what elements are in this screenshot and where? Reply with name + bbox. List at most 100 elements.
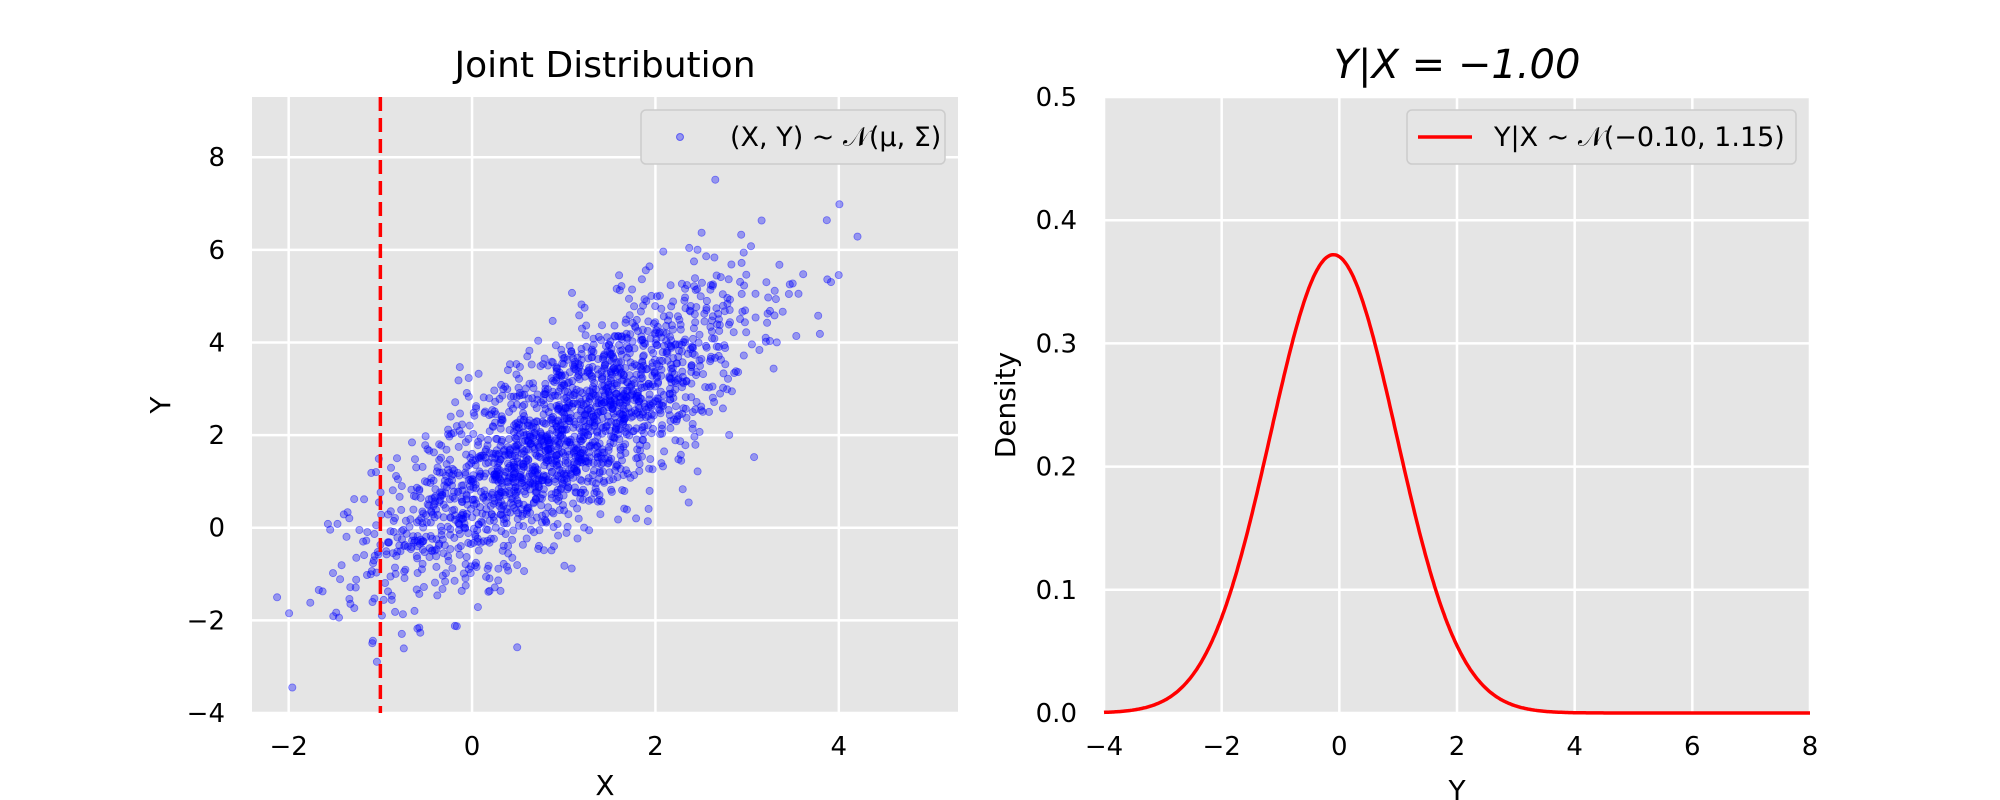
scatter-point <box>537 436 546 445</box>
scatter-point <box>702 306 711 315</box>
scatter-point <box>593 428 602 437</box>
scatter-point <box>576 488 585 497</box>
scatter-point <box>504 450 513 459</box>
scatter-point <box>465 421 474 430</box>
scatter-point <box>360 495 369 504</box>
scatter-point <box>562 414 571 423</box>
scatter-point <box>475 454 484 463</box>
scatter-point <box>429 502 438 511</box>
scatter-point <box>585 363 594 372</box>
scatter-point <box>640 399 649 408</box>
scatter-point <box>498 546 507 555</box>
scatter-point <box>572 468 581 477</box>
scatter-point <box>520 567 529 576</box>
scatter-point <box>617 332 626 341</box>
scatter-point <box>785 280 794 289</box>
scatter-point <box>612 460 621 469</box>
scatter-point <box>481 447 490 456</box>
scatter-point <box>605 356 614 365</box>
scatter-point <box>444 430 453 439</box>
scatter-point <box>400 574 409 583</box>
scatter-point <box>564 414 573 423</box>
scatter-point <box>633 408 642 417</box>
scatter-point <box>516 429 525 438</box>
scatter-point <box>438 468 447 477</box>
scatter-point <box>644 379 653 388</box>
scatter-point <box>490 470 499 479</box>
scatter-point <box>568 376 577 385</box>
scatter-point <box>589 340 598 349</box>
scatter-point <box>449 487 458 496</box>
scatter-point <box>614 515 623 524</box>
scatter-point <box>618 410 627 419</box>
scatter-point <box>623 378 632 387</box>
scatter-point <box>691 285 700 294</box>
scatter-point <box>454 544 463 553</box>
scatter-point <box>447 429 456 438</box>
scatter-point <box>565 398 574 407</box>
scatter-point <box>531 495 540 504</box>
scatter-point <box>517 459 526 468</box>
scatter-point <box>531 449 540 458</box>
scatter-point <box>671 340 680 349</box>
scatter-point <box>482 445 491 454</box>
scatter-point <box>653 341 662 350</box>
scatter-point <box>794 289 803 298</box>
scatter-point <box>549 509 558 518</box>
scatter-point <box>560 420 569 429</box>
scatter-point <box>417 514 426 523</box>
scatter-point <box>430 546 439 555</box>
scatter-point <box>721 360 730 369</box>
scatter-point <box>558 408 567 417</box>
scatter-point <box>590 414 599 423</box>
scatter-point <box>547 449 556 458</box>
scatter-point <box>509 473 518 482</box>
scatter-point <box>637 336 646 345</box>
scatter-point <box>577 349 586 358</box>
scatter-point <box>511 483 520 492</box>
scatter-point <box>381 579 390 588</box>
scatter-point <box>541 404 550 413</box>
scatter-point <box>400 567 409 576</box>
scatter-point <box>493 434 502 443</box>
scatter-point <box>621 448 630 457</box>
scatter-point <box>681 338 690 347</box>
scatter-point <box>647 291 656 300</box>
scatter-point <box>541 446 550 455</box>
left-y-tick-label: 2 <box>208 421 225 451</box>
scatter-point <box>551 477 560 486</box>
scatter-point <box>450 533 459 542</box>
scatter-point <box>428 510 437 519</box>
scatter-point <box>512 360 521 369</box>
scatter-point <box>569 423 578 432</box>
scatter-point <box>433 463 442 472</box>
scatter-point <box>549 376 558 385</box>
scatter-point <box>498 511 507 520</box>
scatter-point <box>612 381 621 390</box>
scatter-point <box>495 501 504 510</box>
scatter-point <box>468 475 477 484</box>
scatter-point <box>485 516 494 525</box>
scatter-point <box>671 385 680 394</box>
scatter-point <box>670 415 679 424</box>
scatter-point <box>499 559 508 568</box>
scatter-point <box>585 369 594 378</box>
scatter-point <box>480 408 489 417</box>
scatter-point <box>600 351 609 360</box>
scatter-point <box>569 448 578 457</box>
scatter-point <box>669 297 678 306</box>
scatter-point <box>615 398 624 407</box>
scatter-point <box>494 449 503 458</box>
scatter-point <box>487 510 496 519</box>
scatter-point <box>634 391 643 400</box>
scatter-point <box>555 368 564 377</box>
scatter-point <box>515 420 524 429</box>
scatter-point <box>614 332 623 341</box>
scatter-point <box>762 278 771 287</box>
scatter-point <box>421 441 430 450</box>
scatter-point <box>554 370 563 379</box>
scatter-point <box>647 403 656 412</box>
scatter-point <box>540 419 549 428</box>
scatter-point <box>667 336 676 345</box>
scatter-point <box>504 541 513 550</box>
